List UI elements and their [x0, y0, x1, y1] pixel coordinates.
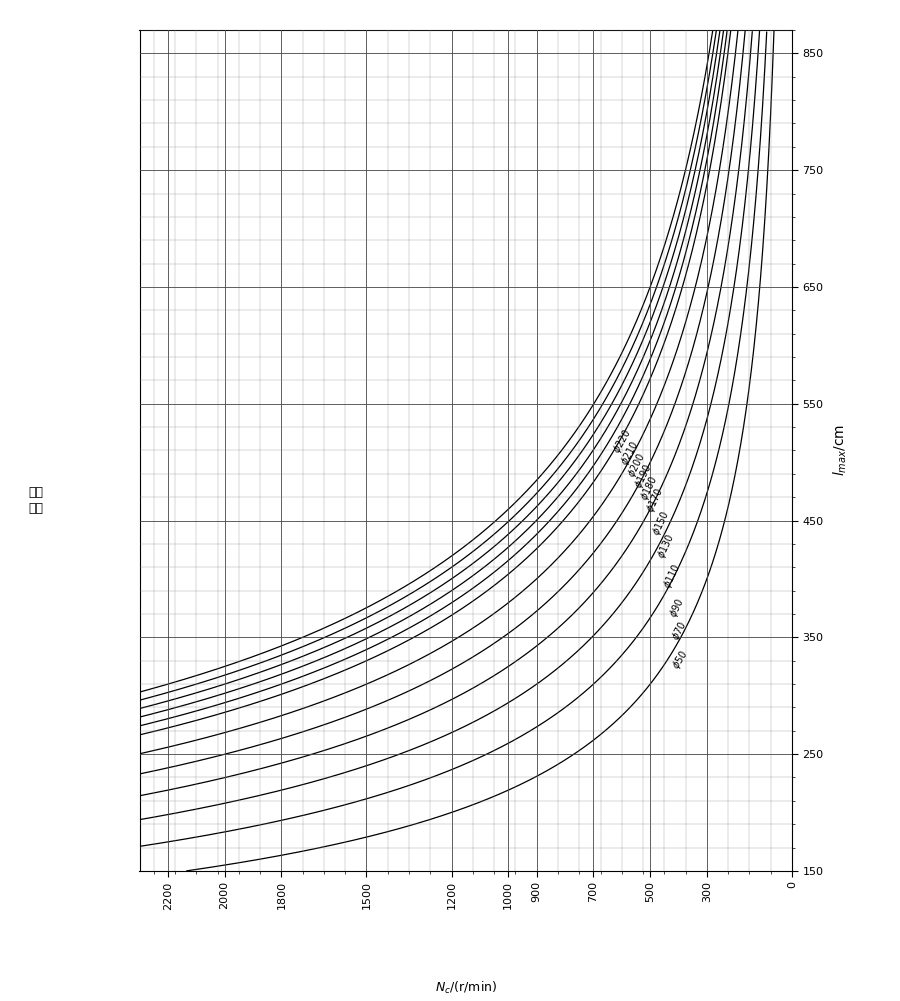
Text: $N_c$/(r/min): $N_c$/(r/min) [435, 980, 497, 996]
Text: $\phi$220: $\phi$220 [609, 426, 634, 456]
Text: $\phi$210: $\phi$210 [618, 438, 643, 468]
Y-axis label: $l_{max}$/cm: $l_{max}$/cm [832, 424, 850, 476]
Text: $\phi$90: $\phi$90 [666, 596, 688, 620]
Text: $\phi$110: $\phi$110 [661, 561, 684, 591]
Text: $\phi$70: $\phi$70 [669, 619, 691, 643]
Text: $\phi$190: $\phi$190 [632, 461, 656, 491]
Text: $\phi$150: $\phi$150 [649, 509, 672, 539]
Text: $\phi$50: $\phi$50 [670, 648, 692, 673]
Text: $\phi$130: $\phi$130 [654, 532, 679, 562]
Text: $\phi$180: $\phi$180 [637, 473, 662, 503]
Text: $\phi$200: $\phi$200 [625, 449, 650, 479]
Text: $\phi$170: $\phi$170 [644, 484, 667, 515]
Text: 临界
转速: 临界 转速 [29, 486, 43, 515]
